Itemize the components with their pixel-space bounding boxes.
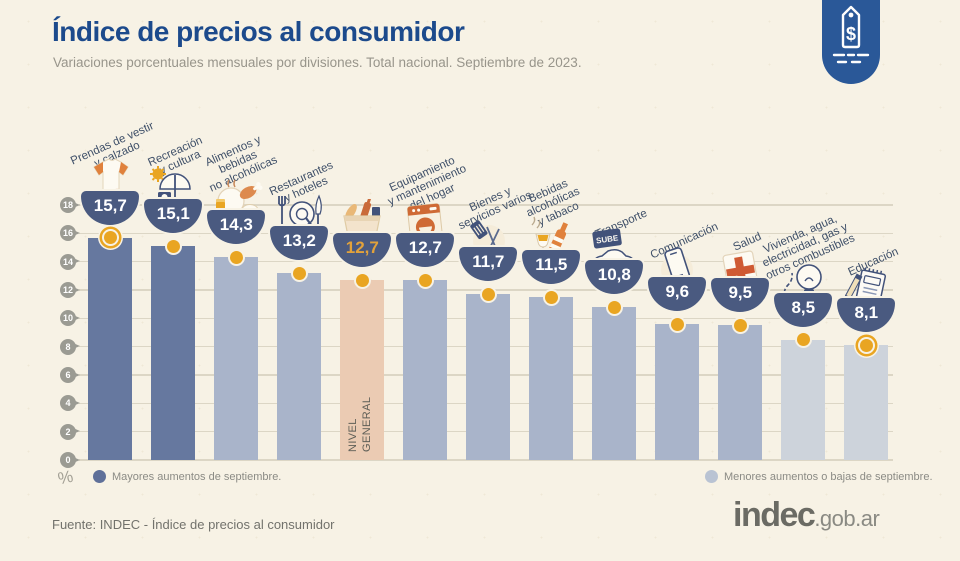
- data-point-dot-equipamiento: [418, 273, 432, 287]
- data-point-dot-bebidas: [544, 290, 558, 304]
- in-bar-label-nivel-general: NIVEL GENERAL: [347, 396, 374, 452]
- bar-bienes: [466, 294, 511, 460]
- value-badge-vivienda: 8,5: [774, 292, 833, 327]
- legend-menores: Menores aumentos o bajas de septiembre.: [705, 470, 933, 483]
- indec-logo-suffix: .gob.ar: [814, 506, 880, 531]
- source-note: Fuente: INDEC - Índice de precios al con…: [52, 517, 335, 532]
- data-point-dot-vivienda: [796, 333, 810, 347]
- y-axis-unit: %: [56, 466, 75, 489]
- value-badge-educacion: 8,1: [837, 298, 896, 333]
- value-badge-recreacion: 15,1: [144, 199, 203, 234]
- value-badge-comunicacion: 9,6: [648, 277, 707, 311]
- y-axis-tick-0: 0: [60, 452, 80, 468]
- bar-recreacion: [151, 246, 196, 460]
- indec-logo[interactable]: indec.gob.ar: [733, 496, 880, 535]
- legend-label-mayores: Mayores aumentos de septiembre.: [112, 471, 282, 483]
- data-point-dot-recreacion: [166, 239, 180, 253]
- bar-nivel-general: [340, 280, 385, 460]
- y-axis-tick-2: 2: [60, 423, 80, 440]
- bar-comunicacion: [655, 324, 700, 460]
- legend-dot-dark: [93, 470, 106, 483]
- bar-bebidas: [529, 297, 574, 460]
- gridline: [79, 204, 893, 206]
- price-tag-icon: $: [822, 0, 880, 84]
- bar-alimentos: [214, 257, 259, 460]
- page-title: Índice de precios al consumidor: [52, 16, 465, 47]
- data-point-dot-transporte: [607, 300, 621, 314]
- washing-machine-icon: [398, 199, 452, 245]
- y-axis-tick-8: 8: [60, 338, 80, 355]
- indec-logo-text: indec: [733, 496, 816, 534]
- y-axis-tick-10: 10: [60, 310, 80, 327]
- legend-label-menores: Menores aumentos o bajas de septiembre.: [724, 471, 933, 483]
- bar-transporte: [592, 307, 637, 460]
- data-point-dot-educacion: [859, 338, 873, 352]
- bar-equipamiento: [403, 280, 448, 460]
- bar-salud: [718, 325, 763, 460]
- y-axis-tick-14: 14: [60, 253, 80, 270]
- page-subtitle: Variaciones porcentuales mensuales por d…: [53, 55, 582, 70]
- bar-prendas: [88, 237, 133, 460]
- y-axis-tick-18: 18: [60, 197, 80, 213]
- gridline: [79, 459, 893, 461]
- value-badge-salud: 9,5: [711, 278, 770, 313]
- legend-dot-light: [705, 470, 718, 483]
- legend-mayores: Mayores aumentos de septiembre.: [93, 470, 281, 483]
- value-badge-prendas: 15,7: [81, 190, 140, 225]
- value-badge-restaurantes: 13,2: [270, 226, 329, 260]
- data-point-dot-bienes: [481, 287, 495, 301]
- bar-educacion: [844, 345, 889, 460]
- svg-text:$: $: [846, 24, 856, 44]
- value-badge-bebidas: 11,5: [522, 250, 581, 285]
- data-point-dot-restaurantes: [292, 266, 306, 280]
- bar-vivienda: [781, 339, 826, 460]
- y-axis-tick-6: 6: [60, 367, 80, 383]
- y-axis-tick-4: 4: [60, 395, 80, 412]
- notebook-icon: [839, 264, 893, 310]
- alcohol-icon: [524, 216, 578, 262]
- data-point-dot-salud: [733, 318, 747, 332]
- bar-restaurantes: [277, 273, 322, 460]
- y-axis-tick-16: 16: [60, 225, 80, 242]
- data-point-dot-prendas: [103, 231, 117, 245]
- svg-text:SUBE: SUBE: [596, 233, 620, 245]
- data-point-dot-comunicacion: [670, 317, 684, 331]
- data-point-dot-alimentos: [229, 250, 243, 264]
- y-axis-tick-12: 12: [60, 282, 80, 298]
- value-badge-bienes: 11,7: [459, 247, 518, 282]
- data-point-dot-nivel-general: [355, 273, 369, 287]
- value-badge-alimentos: 14,3: [207, 210, 266, 245]
